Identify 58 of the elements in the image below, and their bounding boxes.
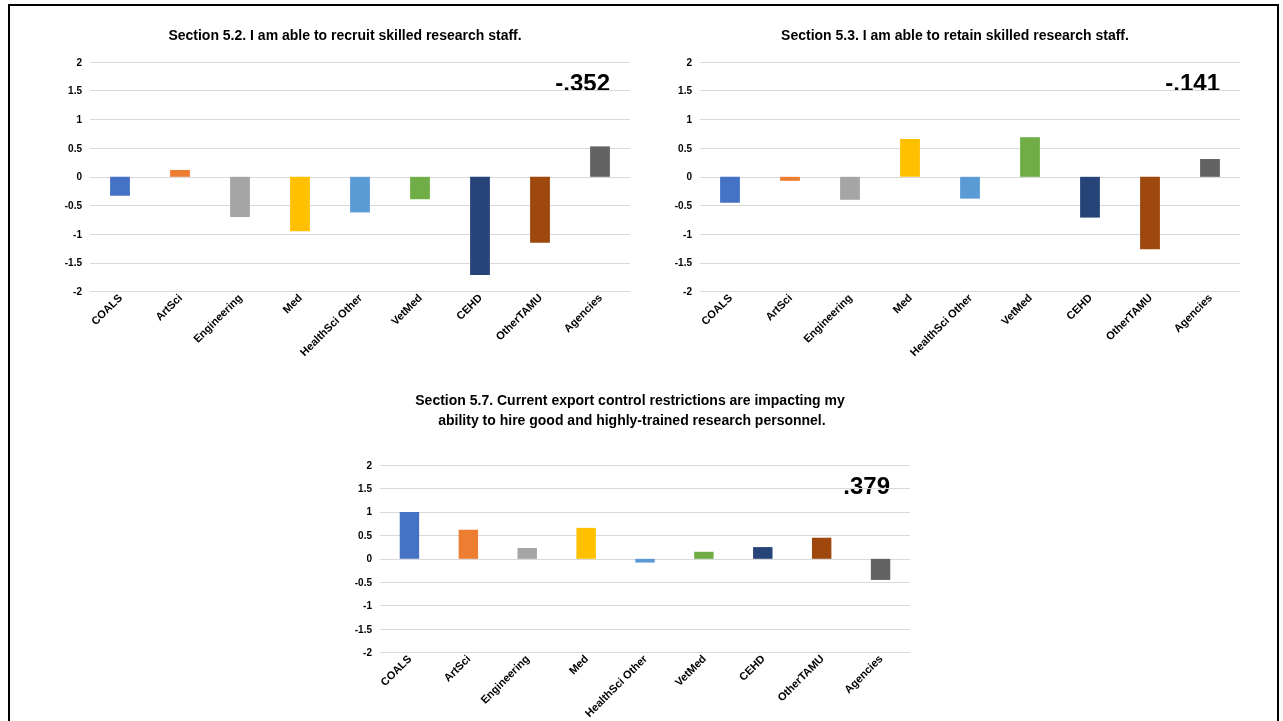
y-tick-label: 0 (686, 171, 693, 183)
bar (399, 511, 420, 559)
y-tick-label: -1 (683, 228, 693, 240)
bar (470, 176, 490, 275)
bar (576, 527, 596, 559)
y-tick-label: -0.5 (64, 200, 83, 212)
bar (960, 176, 980, 199)
y-tick-label: 2 (366, 459, 373, 471)
y-tick-label: 1 (366, 506, 373, 518)
y-tick-label: -2 (363, 647, 373, 659)
bar (350, 176, 370, 213)
bar (110, 176, 130, 196)
y-tick-label: -1.5 (64, 257, 83, 269)
bar (290, 176, 310, 232)
bar (410, 176, 430, 200)
bar (900, 138, 920, 177)
chart-title: Section 5.3. I am able to retain skilled research staff. (781, 27, 1129, 43)
y-tick-label: -1.5 (354, 623, 373, 635)
y-tick-label: 1.5 (358, 482, 373, 494)
y-tick-label: 1 (76, 113, 83, 125)
y-tick-label: -2 (683, 286, 693, 298)
y-tick-label: 0.5 (68, 142, 83, 154)
bar (720, 176, 740, 203)
bar (870, 558, 891, 580)
y-tick-label: 0 (366, 553, 373, 565)
y-tick-label: -0.5 (354, 576, 373, 588)
y-tick-label: -0.5 (674, 200, 693, 212)
bar (635, 558, 655, 563)
bar (1200, 159, 1220, 177)
y-tick-label: 1.5 (68, 85, 83, 97)
bar (1080, 176, 1100, 218)
bar (753, 547, 773, 559)
y-tick-label: 0 (76, 171, 83, 183)
y-tick-label: 1.5 (678, 85, 693, 97)
annotation: .379 (843, 471, 891, 499)
y-tick-label: -1 (73, 228, 83, 240)
y-tick-label: 2 (76, 56, 83, 68)
bar (811, 537, 832, 559)
bar (840, 176, 860, 200)
y-tick-label: -2 (73, 286, 83, 298)
bar (1020, 137, 1040, 177)
y-tick-label: 1 (686, 113, 693, 125)
bar (694, 551, 714, 559)
chart-title: Section 5.7. Current export control restrictions are impacting my ability to hire good and highly-trained research personnel. (415, 392, 845, 428)
bar (458, 529, 479, 559)
y-tick-label: 0.5 (678, 142, 693, 154)
bar (170, 169, 190, 177)
y-tick-label: -1 (363, 600, 373, 612)
y-tick-label: -1.5 (674, 257, 693, 269)
bar (780, 176, 800, 181)
bar (1140, 176, 1160, 250)
y-tick-label: 0.5 (358, 529, 373, 541)
bar (230, 176, 250, 218)
bar (590, 146, 610, 177)
bar (530, 176, 550, 243)
bar (517, 548, 537, 559)
chart-title: Section 5.2. I am able to recruit skilled research staff. (168, 27, 522, 43)
y-tick-label: 2 (686, 56, 693, 68)
